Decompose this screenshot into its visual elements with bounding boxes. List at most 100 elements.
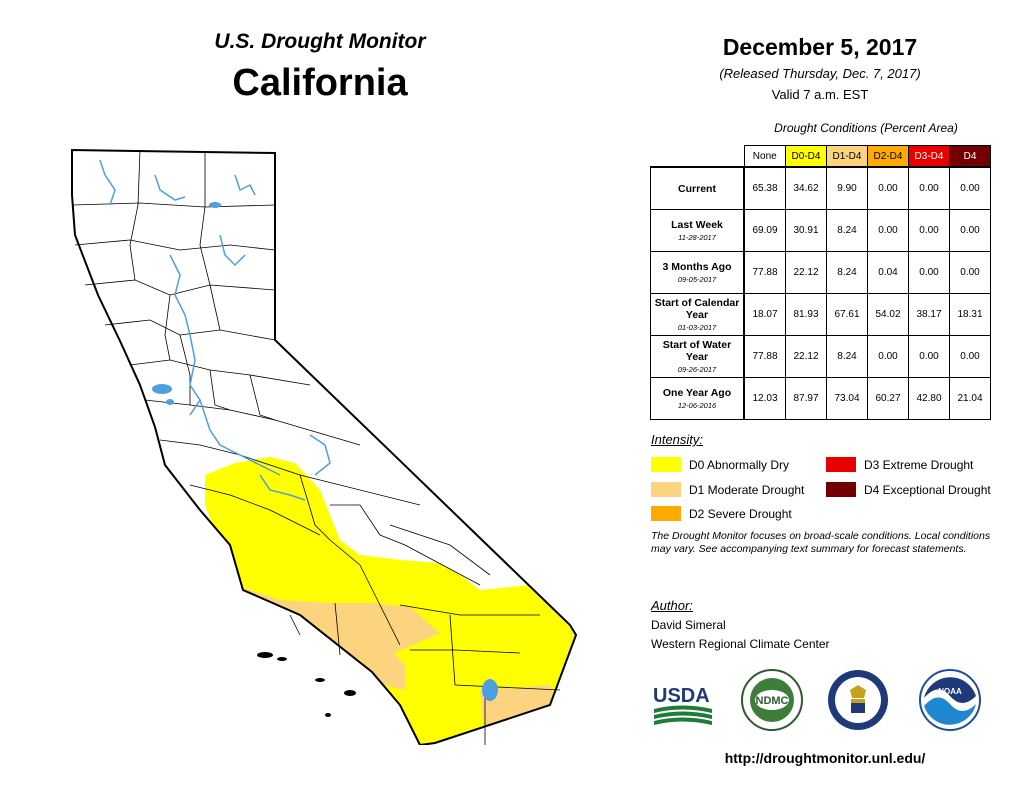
table-cell: 0.04 [867, 251, 909, 294]
table-cell: 67.61 [826, 293, 868, 336]
lakes [152, 202, 498, 701]
table-cell: 0.00 [949, 251, 991, 294]
legend-item-d2: D2 Severe Drought [651, 506, 792, 521]
noaa-logo: NOAA [919, 669, 981, 731]
table-cell: 22.12 [785, 251, 827, 294]
table-cell: 0.00 [908, 209, 950, 252]
table-cell: 60.27 [867, 377, 909, 420]
row-label-text: One Year Ago [662, 387, 732, 399]
table-cell: 81.93 [785, 293, 827, 336]
table-cell: 0.00 [867, 166, 909, 210]
svg-text:NDMC: NDMC [756, 695, 789, 707]
conditions-title: Drought Conditions (Percent Area) [774, 121, 958, 135]
legend-label-d3: D3 Extreme Drought [864, 457, 974, 472]
table-cell: 0.00 [908, 335, 950, 378]
legend-swatch-d2 [651, 506, 681, 521]
ndmc-logo: NDMC [741, 669, 803, 731]
column-header: D4 [949, 145, 991, 168]
table-cell: 12.03 [743, 377, 786, 420]
d1-region-la [360, 650, 405, 690]
table-cell: 0.00 [949, 335, 991, 378]
california-drought-map [71, 148, 578, 745]
legend-item-d0: D0 Abnormally Dry [651, 457, 789, 472]
table-cell: 69.09 [743, 209, 786, 252]
author-org: Western Regional Climate Center [651, 637, 830, 651]
table-cell: 8.24 [826, 209, 868, 252]
table-cell: 9.90 [826, 166, 868, 210]
table-cell: 8.24 [826, 335, 868, 378]
table-cell: 42.80 [908, 377, 950, 420]
legend-swatch-d4 [826, 482, 856, 497]
column-header: None [743, 145, 786, 168]
legend-label-d2: D2 Severe Drought [689, 506, 792, 521]
row-label-text: Last Week [671, 219, 723, 231]
row-label: Start of Calendar Year 01-03-2017 [650, 293, 745, 336]
table-cell: 18.07 [743, 293, 786, 336]
row-label-date: 12-06-2016 [677, 401, 717, 410]
table-header-row: None D0-D4 D1-D4 D2-D4 D3-D4 D4 [651, 145, 991, 168]
legend-item-d1: D1 Moderate Drought [651, 482, 804, 497]
table-cell: 0.00 [908, 166, 950, 210]
disclaimer-text: The Drought Monitor focuses on broad-sca… [651, 530, 991, 555]
row-label: 3 Months Ago 09-05-2017 [650, 251, 745, 294]
row-label-date: 09-26-2017 [677, 365, 717, 374]
california-outline [71, 148, 578, 745]
table-cell: 73.04 [826, 377, 868, 420]
table-row: 3 Months Ago 09-05-2017 77.88 22.12 8.24 0.04… [650, 251, 991, 294]
row-label-date: 09-05-2017 [677, 275, 717, 284]
column-header: D0-D4 [785, 145, 827, 168]
table-cell: 34.62 [785, 166, 827, 210]
legend-swatch-d3 [826, 457, 856, 472]
usda-logo: USDA [653, 685, 712, 725]
department-of-commerce-seal [828, 670, 888, 730]
row-label: One Year Ago 12-06-2016 [650, 377, 745, 420]
table-cell: 87.97 [785, 377, 827, 420]
table-cell: 38.17 [908, 293, 950, 336]
table-cell: 8.24 [826, 251, 868, 294]
monitor-title: U.S. Drought Monitor [214, 30, 426, 53]
channel-islands [257, 652, 356, 717]
d1-region-south-coast [235, 585, 440, 660]
row-label-date: 01-03-2017 [677, 323, 717, 332]
table-cell: 0.00 [908, 251, 950, 294]
table-row: Current 65.38 34.62 9.90 0.00 0.00 0.00 [650, 166, 991, 210]
row-label: Last Week 11-28-2017 [650, 209, 745, 252]
rivers [99, 159, 331, 501]
header-blank-cell [651, 146, 745, 168]
svg-text:NOAA: NOAA [938, 687, 962, 696]
svg-text:USDA: USDA [653, 685, 710, 707]
table-cell: 18.31 [949, 293, 991, 336]
table-cell: 77.88 [743, 251, 786, 294]
row-label-text: Current [678, 182, 716, 195]
state-title: California [232, 62, 408, 104]
row-label-text: Start of Water Year [662, 339, 732, 363]
table-cell: 22.12 [785, 335, 827, 378]
table-row: Start of Water Year 09-26-2017 77.88 22.12 8… [650, 335, 991, 378]
row-label-text: 3 Months Ago [662, 261, 732, 273]
valid-time: Valid 7 a.m. EST [771, 87, 869, 102]
row-label-text: Start of Calendar Year [654, 297, 740, 321]
release-date: (Released Thursday, Dec. 7, 2017) [719, 66, 921, 81]
table-cell: 54.02 [867, 293, 909, 336]
map-date: December 5, 2017 [722, 34, 918, 60]
legend-label-d4: D4 Exceptional Drought [864, 482, 991, 497]
website-url[interactable]: http://droughtmonitor.unl.edu/ [724, 750, 926, 766]
table-cell: 77.88 [743, 335, 786, 378]
column-header: D1-D4 [826, 145, 868, 168]
legend-label-d1: D1 Moderate Drought [689, 482, 805, 497]
table-cell: 0.00 [949, 209, 991, 252]
table-cell: 0.00 [867, 209, 909, 252]
drought-conditions-table: None D0-D4 D1-D4 D2-D4 D3-D4 D4 Current 65.38 3… [650, 145, 991, 420]
intensity-title: Intensity: [651, 432, 704, 447]
legend-label-d0: D0 Abnormally Dry [689, 457, 790, 472]
table-cell: 0.00 [949, 166, 991, 210]
row-label: Start of Water Year 09-26-2017 [650, 335, 745, 378]
column-header: D2-D4 [867, 145, 909, 168]
author-title: Author: [651, 598, 693, 613]
table-row: Start of Calendar Year 01-03-2017 18.07 81.… [650, 293, 991, 336]
legend-item-d3: D3 Extreme Drought [826, 457, 973, 472]
row-label: Current [650, 166, 745, 210]
row-label-date: 11-28-2017 [678, 233, 716, 242]
table-cell: 0.00 [867, 335, 909, 378]
table-row: Last Week 11-28-2017 69.09 30.91 8.24 0.00 0.0… [650, 209, 991, 252]
